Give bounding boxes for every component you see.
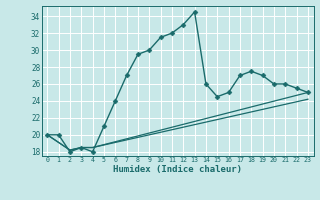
X-axis label: Humidex (Indice chaleur): Humidex (Indice chaleur) xyxy=(113,165,242,174)
